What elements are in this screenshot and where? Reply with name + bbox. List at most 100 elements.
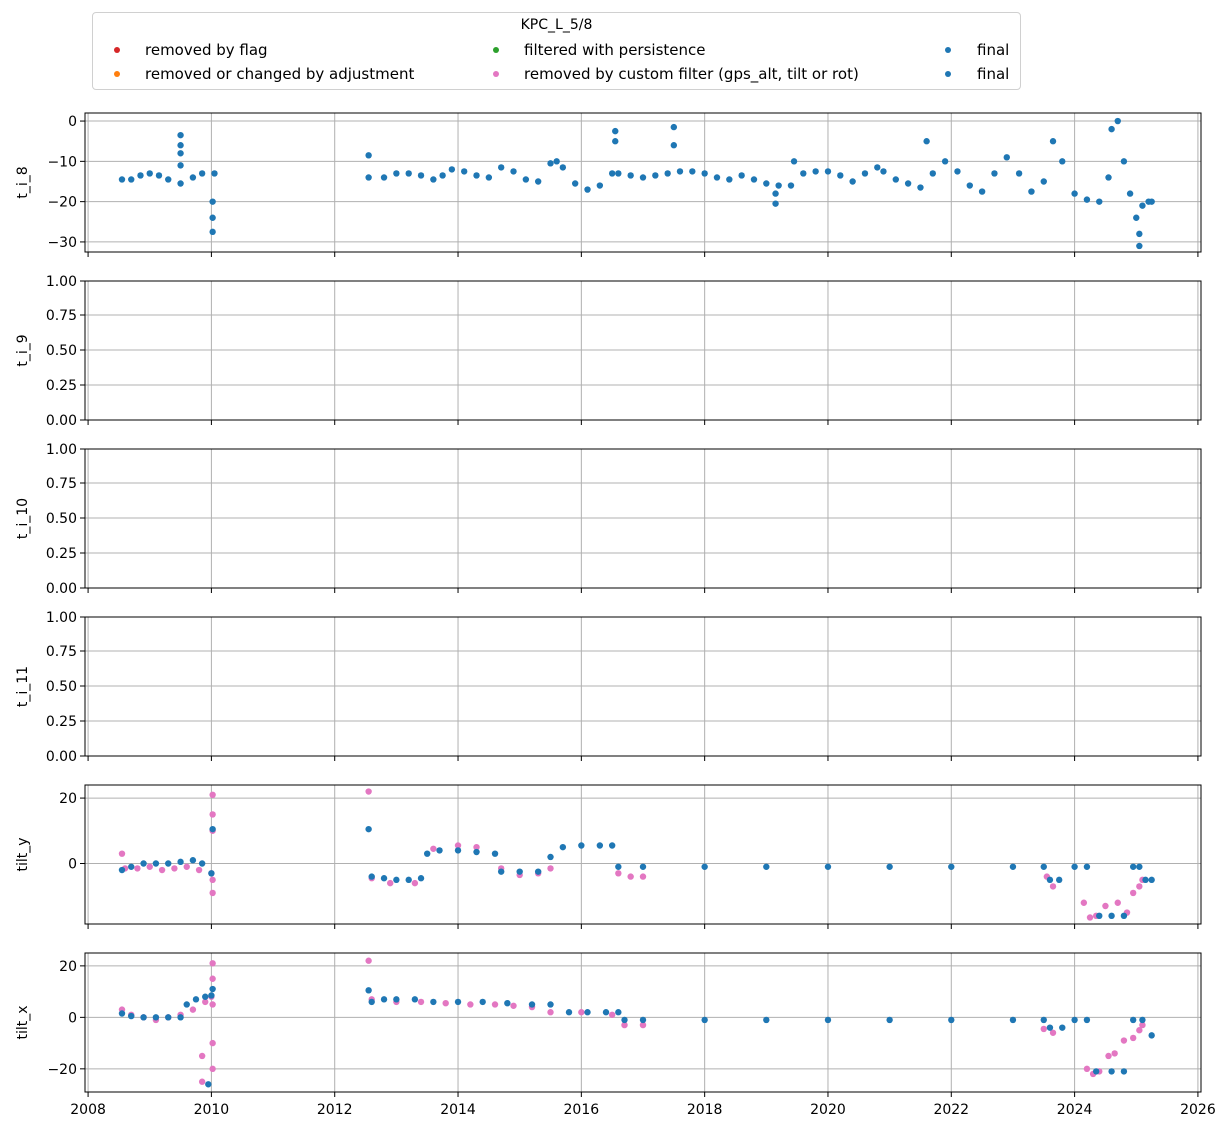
y-tick-label: 0: [68, 114, 77, 130]
point-removed-by-custom-filter-gps-alt-tilt-or-rot-: [1111, 1050, 1118, 1057]
plot-area-tilt_x: [118, 957, 1155, 1088]
point-final: [608, 842, 616, 849]
point-removed-by-custom-filter-gps-alt-tilt-or-rot-: [1086, 914, 1094, 921]
point-final: [177, 858, 184, 866]
point-removed-by-custom-filter-gps-alt-tilt-or-rot-: [209, 960, 216, 967]
point-final: [615, 170, 622, 177]
x-tick-label: 2008: [70, 1102, 106, 1118]
point-final: [559, 843, 567, 851]
x-tick-label: 2016: [564, 1102, 600, 1118]
point-removed-by-custom-filter-gps-alt-tilt-or-rot-: [209, 889, 216, 897]
plot-area-tilt_y: [118, 788, 1155, 921]
point-final: [571, 180, 579, 187]
point-final: [615, 1009, 622, 1016]
point-final: [948, 1016, 955, 1024]
point-final: [578, 842, 585, 849]
x-tick-label: 2010: [194, 1102, 230, 1118]
point-final: [689, 168, 696, 175]
axes-frame: [84, 784, 1202, 925]
point-final: [824, 168, 832, 175]
point-final: [713, 174, 721, 181]
point-final: [393, 876, 400, 884]
point-removed-by-custom-filter-gps-alt-tilt-or-rot-: [1049, 883, 1057, 890]
point-final: [430, 176, 437, 183]
point-final: [1120, 912, 1128, 920]
point-final-spikes-: [670, 123, 678, 131]
y-tick-label: 0.50: [46, 511, 77, 527]
point-final: [510, 168, 517, 175]
point-final: [1120, 1068, 1128, 1075]
y-tick-label: 0.75: [46, 644, 77, 660]
point-final: [1059, 158, 1066, 165]
point-removed-by-custom-filter-gps-alt-tilt-or-rot-: [198, 1052, 206, 1060]
point-final: [627, 172, 634, 179]
point-final: [1040, 1016, 1047, 1024]
legend-label-removed-or-changed: removed or changed by adjustment: [145, 65, 415, 83]
point-final: [1142, 876, 1149, 884]
point-final: [701, 863, 708, 870]
point-final: [528, 1001, 536, 1008]
point-final: [1071, 190, 1078, 197]
x-tick-label: 2024: [1057, 1102, 1093, 1118]
point-removed-by-custom-filter-gps-alt-tilt-or-rot-: [639, 873, 647, 880]
point-final: [380, 996, 388, 1003]
point-final: [137, 172, 144, 179]
point-final: [189, 174, 197, 181]
point-final: [365, 174, 372, 181]
point-removed-by-custom-filter-gps-alt-tilt-or-rot-: [209, 811, 216, 818]
point-removed-by-custom-filter-gps-alt-tilt-or-rot-: [365, 788, 372, 795]
point-final: [192, 996, 200, 1003]
point-final: [211, 170, 218, 177]
point-final: [1071, 863, 1078, 870]
point-final: [886, 1016, 893, 1024]
point-final: [652, 172, 659, 179]
y-tick-label: 1.00: [46, 442, 77, 458]
point-final: [639, 174, 647, 181]
point-final: [1092, 1068, 1100, 1075]
point-final: [1009, 863, 1017, 870]
y-tick-label: −20: [47, 195, 77, 211]
point-final: [941, 158, 949, 165]
point-removed-by-custom-filter-gps-alt-tilt-or-rot-: [1139, 1021, 1146, 1029]
y-tick-label: −20: [47, 1062, 77, 1078]
point-removed-by-custom-filter-gps-alt-tilt-or-rot-: [578, 1009, 585, 1016]
point-final: [1083, 196, 1091, 203]
x-tick-label: 2020: [810, 1102, 846, 1118]
point-final-spikes-: [612, 138, 619, 145]
y-tick-label: −10: [47, 154, 77, 170]
point-final: [1148, 198, 1155, 205]
legend-marker-custom-filter: [493, 71, 499, 77]
x-tick-label: 2012: [317, 1102, 353, 1118]
point-final: [368, 998, 375, 1006]
point-final-spikes-: [177, 131, 184, 139]
axes-frame: [84, 616, 1202, 757]
point-removed-by-custom-filter-gps-alt-tilt-or-rot-: [1049, 1029, 1057, 1036]
point-final: [559, 164, 567, 171]
point-final: [584, 186, 591, 193]
legend-label-final-1: final: [977, 41, 1010, 59]
point-final: [183, 1001, 190, 1008]
point-final-spikes-: [365, 152, 372, 159]
point-final: [439, 172, 446, 179]
point-final: [534, 178, 542, 185]
point-final: [454, 998, 462, 1006]
point-final: [1040, 178, 1047, 185]
point-final: [165, 1014, 172, 1021]
y-tick-label: −30: [47, 235, 77, 251]
point-final: [639, 863, 647, 870]
y-tick-label: 20: [59, 791, 77, 807]
point-final-spikes-: [177, 142, 184, 149]
y-tick-label: 0.00: [46, 749, 77, 765]
point-final: [155, 172, 163, 179]
point-final: [726, 176, 733, 183]
point-final: [1015, 170, 1023, 177]
point-final: [522, 176, 530, 183]
x-tick-label: 2022: [933, 1102, 969, 1118]
point-final: [824, 863, 832, 870]
point-final: [565, 1009, 573, 1016]
point-final: [1148, 1032, 1155, 1039]
point-final: [701, 170, 708, 177]
point-final: [1083, 863, 1091, 870]
point-removed-by-custom-filter-gps-alt-tilt-or-rot-: [209, 1039, 216, 1047]
point-final-spikes-: [209, 214, 216, 221]
